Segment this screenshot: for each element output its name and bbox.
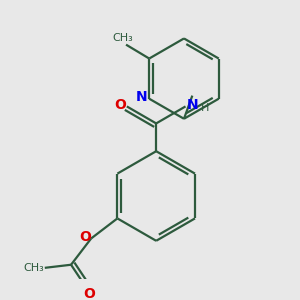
- Text: O: O: [80, 230, 92, 244]
- Text: CH₃: CH₃: [24, 263, 44, 273]
- Text: N: N: [187, 98, 198, 112]
- Text: O: O: [84, 287, 95, 300]
- Text: O: O: [115, 98, 127, 112]
- Text: CH₃: CH₃: [112, 34, 133, 44]
- Text: N: N: [136, 90, 147, 104]
- Text: H: H: [200, 103, 209, 113]
